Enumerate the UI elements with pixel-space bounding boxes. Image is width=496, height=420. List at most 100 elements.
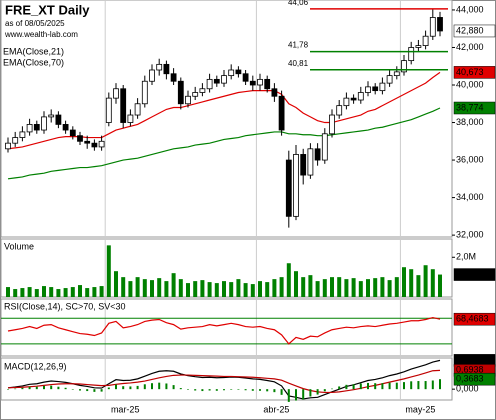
volume-bar (286, 263, 291, 297)
candle-body (249, 80, 256, 86)
volume-bar (423, 265, 428, 297)
histogram-bar (28, 386, 31, 390)
volume-bar (243, 283, 248, 297)
value-badge (453, 101, 496, 115)
candle-body (156, 63, 163, 71)
volume-bar (279, 277, 284, 297)
candle-body (429, 17, 436, 37)
histogram-bar (187, 389, 189, 390)
candle-body (213, 78, 220, 84)
candle-body (357, 92, 364, 101)
histogram-bar (151, 383, 153, 390)
histogram-bar (295, 389, 297, 401)
value-badge (453, 372, 496, 386)
volume-bar (135, 277, 140, 297)
histogram-bar (158, 382, 161, 390)
volume-bar (6, 287, 10, 297)
candle-body (12, 137, 19, 144)
x-tick-label: may-25 (405, 404, 435, 414)
volume-bar (200, 280, 205, 297)
volume-bar (150, 280, 154, 297)
candle-body (386, 75, 393, 84)
volume-bar (301, 277, 306, 297)
volume-bar (430, 269, 435, 297)
volume-bar (99, 286, 104, 297)
y-tick-label: 0,000 (456, 384, 479, 394)
histogram-bar (439, 379, 441, 390)
panel (0, 0, 453, 238)
volume-bar (366, 279, 370, 297)
level-label: 44,06 (288, 0, 309, 7)
histogram-bar (7, 389, 9, 390)
histogram-bar (273, 389, 276, 393)
histogram-bar (345, 384, 348, 390)
histogram-bar (143, 384, 146, 390)
volume-bar (207, 282, 212, 297)
candle-body (257, 78, 263, 86)
candle-body (55, 114, 62, 125)
volume-bar (308, 275, 313, 297)
histogram-bar (165, 383, 168, 390)
histogram-bar (201, 389, 204, 392)
volume-bar (294, 271, 298, 297)
panel (0, 357, 453, 401)
y-tick-label: 32,000 (456, 229, 484, 239)
x-tick-label: mar-25 (111, 404, 140, 414)
candle-body (242, 73, 249, 82)
candle-body (221, 75, 227, 84)
volume-bar (49, 287, 54, 297)
volume-bar (322, 279, 327, 297)
volume-bar (315, 281, 320, 297)
candle-body (149, 69, 155, 82)
volume-bar (330, 277, 334, 297)
value-badge-label: 38,774 (456, 102, 484, 112)
candle-body (264, 78, 271, 90)
volume-bar (142, 279, 147, 297)
histogram-bar (107, 387, 110, 390)
candle-body (185, 95, 191, 105)
histogram-bar (129, 386, 132, 390)
histogram-bar (93, 389, 96, 392)
candle-body (300, 154, 307, 176)
histogram-bar (237, 389, 240, 390)
value-badge-label: 68,4683 (456, 314, 489, 324)
volume-bar (416, 275, 421, 297)
candle-body (278, 95, 285, 131)
volume-bar (164, 281, 169, 297)
histogram-bar (388, 382, 391, 390)
candle-body (228, 69, 235, 77)
histogram-bar (359, 383, 362, 390)
volume-bar (380, 277, 385, 297)
volume-bar (92, 287, 97, 297)
y-tick-label: 38,000 (456, 117, 484, 127)
candle-body (98, 140, 105, 148)
histogram-bar (424, 381, 427, 390)
candle-body (365, 86, 371, 93)
candle-body (393, 71, 400, 77)
candle-body (127, 114, 134, 123)
histogram-bar (57, 386, 60, 390)
histogram-bar (395, 382, 398, 390)
histogram-bar (266, 389, 269, 392)
candle-body (62, 124, 69, 131)
indicator-line (7, 359, 441, 400)
candle-body (199, 88, 206, 93)
histogram-bar (230, 389, 233, 390)
legend-entry: EMA(Close,21) (3, 46, 64, 56)
panel-title: Volume (4, 241, 34, 251)
volume-bar (42, 286, 46, 297)
histogram-bar (100, 389, 103, 392)
histogram-bar (122, 386, 125, 390)
volume-bar (56, 289, 61, 297)
candle-body (343, 97, 350, 107)
candle-body (372, 86, 379, 92)
histogram-bar (35, 386, 38, 390)
histogram-bar (208, 389, 211, 391)
value-badge (453, 66, 496, 79)
histogram-bar (331, 388, 333, 390)
volume-bar (34, 289, 39, 297)
volume-bar (373, 278, 378, 297)
candle-body (33, 124, 40, 131)
candle-body (19, 131, 26, 138)
volume-bar (272, 279, 277, 297)
